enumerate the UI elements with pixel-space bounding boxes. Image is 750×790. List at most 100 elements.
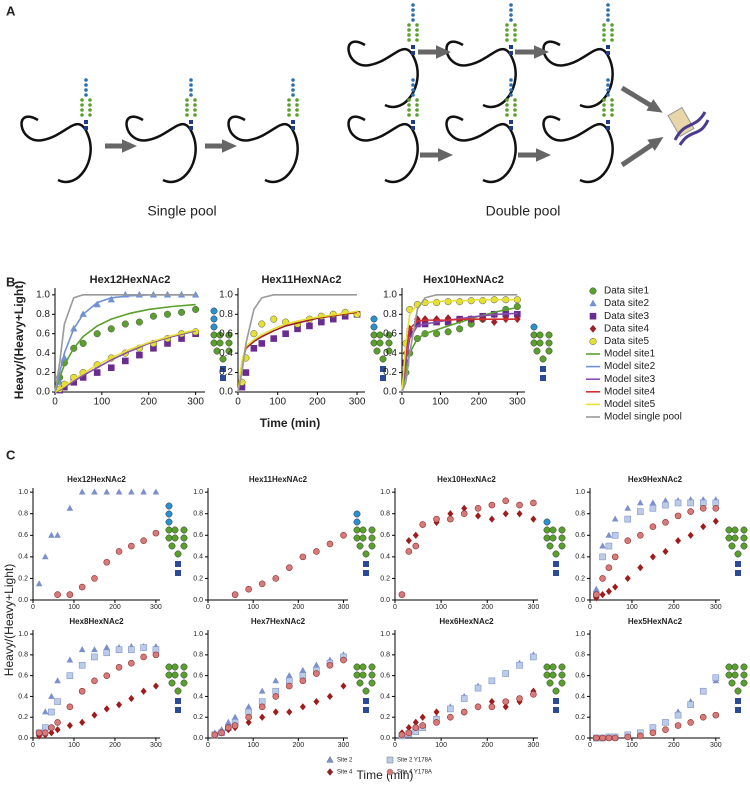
glycan-glc (370, 315, 378, 323)
arrow-head (647, 136, 664, 151)
glycan-man (415, 98, 419, 102)
data-point (140, 653, 147, 661)
glycan-core (509, 45, 513, 49)
data-point (456, 298, 464, 306)
glycan-glc (291, 88, 295, 92)
data-point (649, 505, 657, 512)
glycan-man (546, 542, 554, 550)
glycan-man (407, 33, 411, 37)
glycan-core (509, 51, 513, 55)
data-point (502, 497, 510, 505)
x-tick-label: 0 (206, 742, 210, 749)
legend-label: Site 4 (337, 770, 353, 776)
data-point (299, 666, 307, 673)
data-point (433, 708, 440, 716)
data-point (605, 564, 613, 571)
x-tick-label: 100 (626, 604, 638, 611)
glycan-man (219, 355, 227, 363)
glycan-man (171, 663, 179, 671)
glycan-glc (189, 88, 193, 92)
data-point (285, 564, 293, 571)
data-point (270, 335, 278, 342)
y-axis-label: Heavy/(Heavy+Light) (2, 564, 16, 676)
data-point (599, 542, 606, 549)
data-point (662, 497, 669, 504)
glycan-man (513, 23, 517, 27)
glycan-glc (411, 13, 415, 17)
glycan-man (356, 679, 364, 687)
chart-title: Hex6HexNAc2 (439, 617, 494, 626)
data-point (405, 537, 412, 545)
y-tick-label: 0.8 (575, 652, 585, 659)
data-point (460, 695, 468, 702)
glycan-man (185, 113, 189, 117)
y-tick-label: 0.6 (193, 532, 203, 539)
glycan-man (602, 33, 606, 37)
y-tick-label: 0.2 (380, 714, 390, 721)
glycan-man (368, 663, 376, 671)
glycan-man (225, 339, 233, 347)
data-point (612, 583, 619, 591)
glycan-glc (606, 13, 610, 17)
data-point (79, 339, 87, 347)
glycan-man (740, 671, 748, 679)
data-point (712, 711, 720, 719)
data-point (687, 499, 694, 507)
glycan-man (80, 103, 84, 107)
glycan-man (740, 526, 748, 534)
data-point (405, 729, 413, 737)
legend-label: Site 4 Y178A (397, 770, 432, 776)
y-tick-label: 0.2 (193, 575, 203, 582)
glycan-core (175, 707, 181, 713)
glycan-man (174, 550, 182, 558)
glycan-man (80, 98, 84, 102)
glycan-man (171, 534, 179, 542)
data-point (599, 734, 606, 742)
glycan-core (291, 120, 295, 124)
legend-label: Model site2 (604, 361, 656, 372)
y-tick-label: 0.8 (383, 309, 397, 320)
glycan-man (505, 108, 509, 112)
y-tick-label: 1.0 (380, 489, 390, 496)
y-tick-label: 0.0 (36, 387, 50, 398)
glycan-man (295, 103, 299, 107)
data-point (433, 315, 440, 324)
chart-title: Hex11HexNAc2 (261, 274, 341, 286)
data-point (152, 488, 160, 495)
glycan-core (606, 51, 610, 55)
glycan-man (171, 671, 179, 679)
glycan-man (734, 550, 742, 558)
data-point (662, 719, 669, 726)
data-point (211, 731, 219, 739)
data-point (637, 508, 644, 515)
data-point (115, 488, 123, 495)
y-tick-label: 0.4 (36, 348, 50, 359)
y-tick-label: 0.0 (18, 597, 28, 604)
glycan-core (553, 570, 559, 576)
y-tick-label: 0.8 (380, 511, 390, 518)
data-point (530, 691, 537, 698)
data-point (447, 713, 454, 721)
glycan-core (189, 126, 193, 130)
data-point (502, 510, 509, 518)
glycan-man (165, 534, 173, 542)
caption: Single pool (147, 203, 216, 219)
glycan-man (602, 38, 606, 42)
glycan-man (558, 526, 566, 534)
data-point (103, 649, 111, 657)
glycan-man (180, 671, 188, 679)
glycan-glc (509, 78, 513, 82)
x-tick-label: 300 (710, 742, 722, 749)
y-tick-label: 0.2 (193, 714, 203, 721)
data-point (637, 531, 644, 539)
legend-swatch (326, 755, 334, 763)
data-point (258, 580, 266, 588)
data-point (326, 540, 334, 548)
protein (445, 115, 517, 184)
data-point (107, 325, 115, 333)
glycan-man (505, 38, 509, 42)
glycan-glc (165, 502, 173, 510)
data-point (35, 729, 43, 737)
glycan-man (545, 347, 553, 355)
arrow-head (646, 99, 663, 113)
